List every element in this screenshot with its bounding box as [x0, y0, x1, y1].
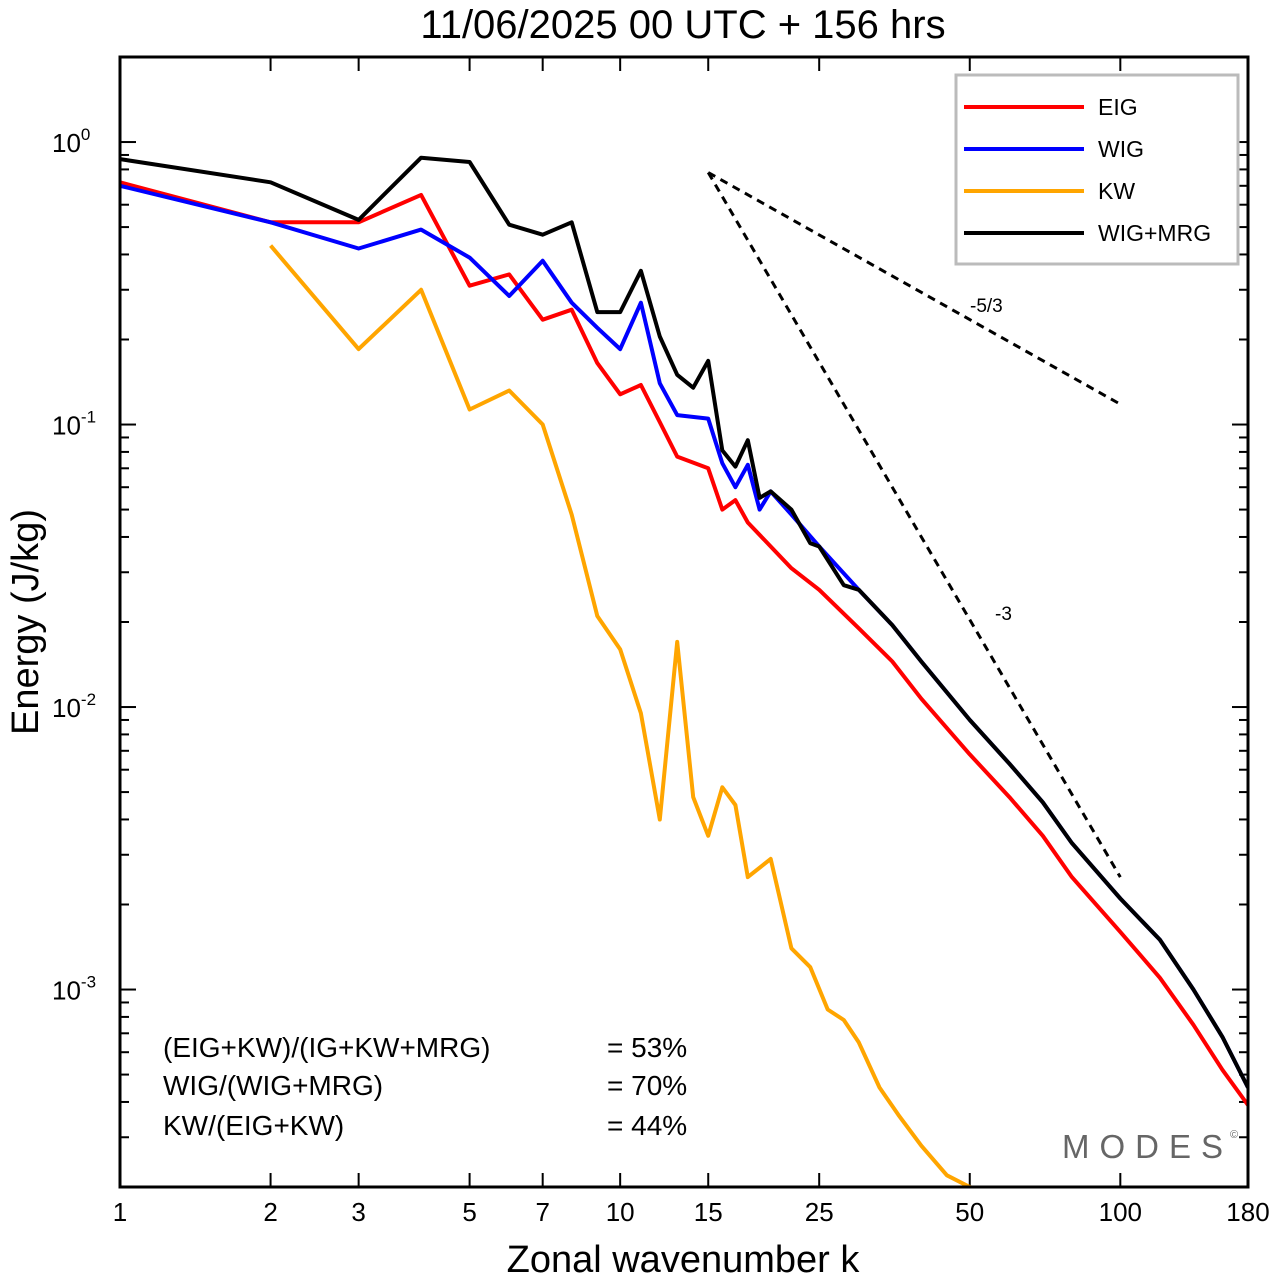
- x-tick-label: 1: [113, 1197, 127, 1227]
- reference-slopes: -5/3 -3: [706, 171, 1122, 878]
- x-tick-label: 7: [535, 1197, 549, 1227]
- copyright-mark: ©: [1230, 1129, 1238, 1141]
- axis-ticks: [119, 56, 1249, 1188]
- legend-label-wig: WIG: [1098, 136, 1144, 162]
- plot-frame: [118, 55, 1250, 1189]
- ratio-value-eig-kw: = 53%: [607, 1032, 687, 1063]
- x-axis-label: Zonal wavenumber k: [507, 1239, 861, 1281]
- ratio-annotations: (EIG+KW)/(IG+KW+MRG) = 53% WIG/(WIG+MRG)…: [163, 1032, 687, 1141]
- series-wig-mrg: [120, 155, 1248, 1089]
- x-tick-label: 10: [606, 1197, 635, 1227]
- slope-label: -5/3: [970, 296, 1003, 317]
- x-tick-label: 5: [462, 1197, 476, 1227]
- x-tick-label: 100: [1099, 1197, 1142, 1227]
- ratio-label-eig-kw: (EIG+KW)/(IG+KW+MRG): [163, 1032, 490, 1063]
- data-series: [120, 155, 1248, 1187]
- y-axis-label: Energy (J/kg): [5, 509, 47, 735]
- ratio-label-wig: WIG/(WIG+MRG): [163, 1070, 383, 1101]
- x-tick-label: 25: [805, 1197, 834, 1227]
- slope-line: [707, 171, 1122, 406]
- series-eig: [120, 180, 1248, 1107]
- x-tick-label: 3: [351, 1197, 365, 1227]
- series-kw: [269, 244, 977, 1187]
- x-tick-label: 15: [694, 1197, 723, 1227]
- x-tick-labels: 1 2 3 5 7 10 15 25 50 100 180: [113, 1197, 1270, 1227]
- legend: EIG WIG KW WIG+MRG: [954, 73, 1240, 266]
- x-tick-label: 50: [955, 1197, 984, 1227]
- chart-title: 11/06/2025 00 UTC + 156 hrs: [420, 3, 945, 47]
- ratio-value-kw: = 44%: [607, 1110, 687, 1141]
- ratio-label-kw: KW/(EIG+KW): [163, 1110, 344, 1141]
- x-tick-label: 180: [1226, 1197, 1269, 1227]
- x-tick-label: 2: [263, 1197, 277, 1227]
- slope-line: [706, 171, 1122, 878]
- legend-label-wig-mrg: WIG+MRG: [1098, 220, 1211, 246]
- slope-label: -3: [995, 604, 1012, 625]
- modes-watermark: MODES: [1062, 1128, 1233, 1165]
- legend-label-eig: EIG: [1098, 94, 1138, 120]
- ratio-value-wig: = 70%: [607, 1070, 687, 1101]
- legend-label-kw: KW: [1098, 178, 1135, 204]
